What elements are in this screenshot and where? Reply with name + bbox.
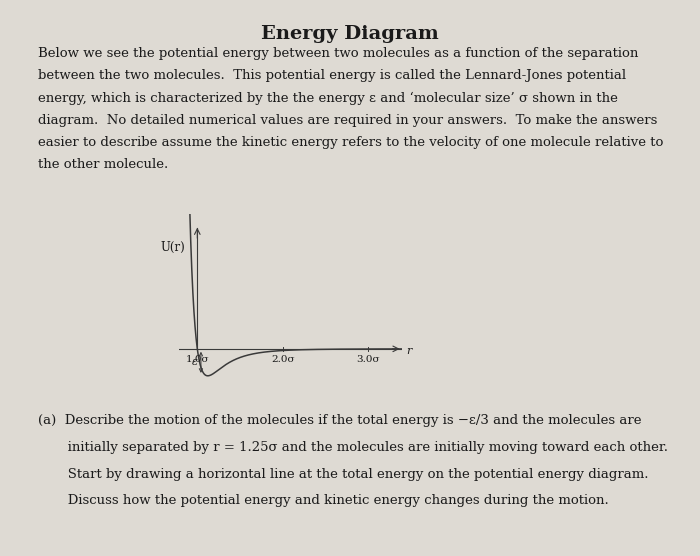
- Text: 1.0σ: 1.0σ: [186, 355, 209, 364]
- Text: easier to describe assume the kinetic energy refers to the velocity of one molec: easier to describe assume the kinetic en…: [38, 136, 664, 149]
- Text: r: r: [406, 346, 412, 356]
- Text: (a)  Describe the motion of the molecules if the total energy is −ε/3 and the mo: (a) Describe the motion of the molecules…: [38, 414, 642, 427]
- Text: Discuss how the potential energy and kinetic energy changes during the motion.: Discuss how the potential energy and kin…: [38, 494, 609, 507]
- Text: Below we see the potential energy between two molecules as a function of the sep: Below we see the potential energy betwee…: [38, 47, 639, 60]
- Text: 2.0σ: 2.0σ: [271, 355, 295, 364]
- Text: Energy Diagram: Energy Diagram: [261, 25, 439, 43]
- Text: diagram.  No detailed numerical values are required in your answers.  To make th: diagram. No detailed numerical values ar…: [38, 114, 658, 127]
- Text: initially separated by r = 1.25σ and the molecules are initially moving toward e: initially separated by r = 1.25σ and the…: [38, 441, 668, 454]
- Text: the other molecule.: the other molecule.: [38, 158, 169, 171]
- Text: 3.0σ: 3.0σ: [356, 355, 380, 364]
- Text: energy, which is characterized by the the energy ε and ‘molecular size’ σ shown : energy, which is characterized by the th…: [38, 92, 618, 105]
- Text: Start by drawing a horizontal line at the total energy on the potential energy d: Start by drawing a horizontal line at th…: [38, 468, 649, 480]
- Text: ε: ε: [192, 358, 197, 368]
- Text: U(r): U(r): [160, 241, 186, 254]
- Text: between the two molecules.  This potential energy is called the Lennard-Jones po: between the two molecules. This potentia…: [38, 70, 626, 82]
